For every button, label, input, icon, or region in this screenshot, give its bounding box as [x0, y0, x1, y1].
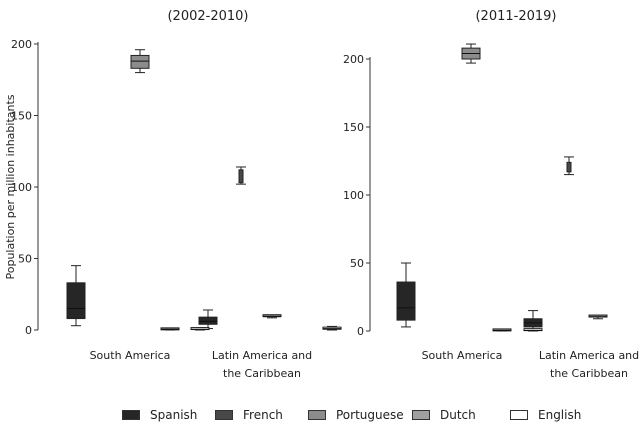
panel-1-y-tick-label: 150 [11, 110, 32, 123]
boxplot-figure: (2002-2010) 0 50 100 150 200 Population per mi… [4, 9, 639, 380]
legend-item-spanish: Spanish [122, 404, 197, 426]
panel-2-y-tick-label: 200 [343, 53, 364, 66]
panel-2-box-french-2 [566, 161, 572, 173]
legend-item-portuguese: Portuguese [308, 404, 404, 426]
panel-1-category-label: Latin America and the Caribbean [212, 349, 312, 380]
legend-label-spanish: Spanish [150, 408, 198, 422]
legend-label-french: French [243, 408, 283, 422]
legend-swatch-spanish [122, 410, 140, 420]
panel-2-category-label: Latin America and the Caribbean [539, 349, 639, 380]
panel-1-category-label: South America [90, 349, 171, 362]
panel-1-y-label: Population per million inhabitants [4, 94, 17, 279]
legend-swatch-dutch [412, 410, 430, 420]
legend-item-french: French [215, 404, 283, 426]
panel-2-y-tick-label: 150 [343, 121, 364, 134]
panel-1-box-spanish-1 [66, 282, 86, 320]
panel-2-title: (2011-2019) [475, 9, 556, 24]
panel-1-y-tick-label: 0 [25, 324, 32, 337]
panel-1-box-portuguese-1 [130, 54, 150, 69]
panel-1-y-tick-label: 200 [11, 38, 32, 51]
panel-1-y-tick-label: 50 [18, 253, 32, 266]
panel-2-category-label: South America [422, 349, 503, 362]
panel-2-y-tick-label: 50 [350, 257, 364, 270]
panel-1-title: (2002-2010) [167, 9, 248, 24]
legend: Spanish French Portuguese Dutch English [0, 404, 644, 426]
panel-1-y-tick-label: 100 [11, 181, 32, 194]
legend-label-portuguese: Portuguese [336, 408, 404, 422]
panel-2-y-tick-label: 100 [343, 189, 364, 202]
panel-2-box-spanish-1 [396, 281, 416, 321]
legend-label-english: English [538, 408, 582, 422]
legend-swatch-portuguese [308, 410, 326, 420]
panel-1-box-french-2 [238, 169, 244, 184]
legend-item-dutch: Dutch [412, 404, 476, 426]
legend-label-dutch: Dutch [440, 408, 476, 422]
panel-1-box-spanish-2 [198, 316, 218, 325]
legend-item-english: English [510, 404, 581, 426]
legend-swatch-english [510, 410, 528, 420]
panel-2-y-tick-label: 0 [357, 325, 364, 338]
legend-swatch-french [215, 410, 233, 420]
